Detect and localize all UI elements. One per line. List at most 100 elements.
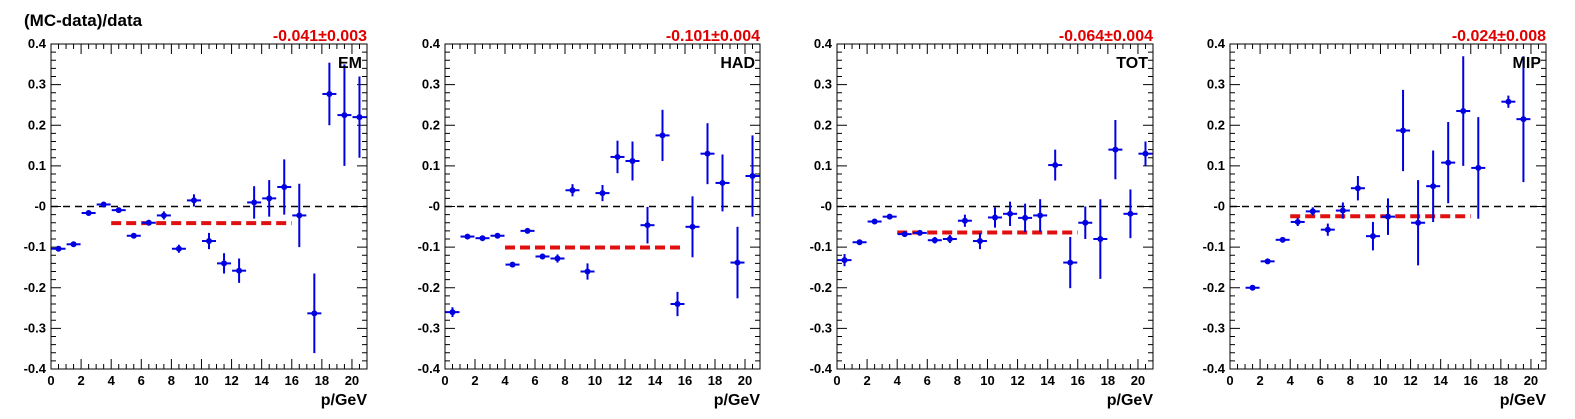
data-point: [655, 109, 670, 161]
y-tick-label: -0.2: [24, 280, 46, 295]
data-point: [460, 233, 475, 240]
marker: [1112, 146, 1119, 153]
data-point: [1411, 180, 1426, 266]
data-point: [745, 135, 760, 217]
data-point: [1260, 258, 1275, 265]
data-point: [1365, 221, 1380, 251]
data-point: [1138, 141, 1153, 166]
marker: [296, 212, 303, 219]
data-point: [670, 291, 685, 317]
x-tick-label: 18: [1494, 373, 1508, 388]
data-point: [897, 231, 912, 238]
data-point: [1335, 202, 1350, 219]
marker: [886, 213, 893, 220]
y-tick-label: 0.2: [422, 117, 440, 132]
marker: [1279, 236, 1286, 243]
marker: [946, 236, 953, 242]
data-point: [126, 232, 141, 239]
x-tick-label: 14: [648, 373, 663, 388]
data-point: [1501, 95, 1516, 108]
figure-title: (MC-data)/data: [24, 11, 143, 30]
marker: [1142, 150, 1149, 157]
fit-result-label: -0.101±0.004: [666, 28, 760, 45]
data-point: [1033, 199, 1048, 232]
y-tick-label: -0: [1213, 199, 1225, 214]
y-tick-label: 0.1: [1207, 158, 1225, 173]
data-point: [988, 207, 1002, 228]
x-tick-label: 0: [1226, 373, 1233, 388]
y-tick-label: 0.3: [422, 77, 440, 92]
fit-result-label: -0.041±0.003: [273, 28, 367, 45]
y-tick-label: -0: [34, 199, 46, 214]
y-tick-label: -0.4: [1203, 361, 1226, 376]
data-point: [51, 245, 66, 252]
x-tick-label: 0: [833, 373, 840, 388]
x-tick-label: 8: [168, 373, 175, 388]
data-point: [262, 180, 277, 217]
panel-tot: -0.4 -0.3 -0.2 -0.1 -0 0.1 0.2 0.3 0.4 0 2 4 6 8 10 12 1…: [810, 28, 1154, 409]
x-tick-label: 16: [285, 373, 299, 388]
data-point: [156, 211, 171, 220]
marker: [1052, 162, 1059, 169]
marker: [584, 268, 591, 275]
data-point: [232, 258, 247, 283]
marker: [1324, 226, 1331, 233]
x-tick-label: 14: [254, 373, 269, 388]
y-tick-label: -0.2: [1203, 280, 1225, 295]
marker: [1097, 236, 1104, 242]
marker: [614, 153, 621, 160]
marker: [115, 207, 122, 214]
data-point: [141, 219, 156, 226]
marker: [281, 184, 288, 190]
data-point: [912, 229, 927, 236]
marker: [311, 310, 318, 317]
data-point: [1245, 284, 1260, 291]
data-point: [1471, 117, 1486, 219]
marker: [494, 232, 501, 239]
y-tick-label: 0.2: [814, 117, 832, 132]
x-tick-label: 0: [47, 373, 54, 388]
marker: [85, 210, 92, 216]
data-point: [1093, 199, 1108, 279]
x-tick-label: 6: [138, 373, 145, 388]
marker: [160, 212, 167, 219]
marker: [190, 197, 197, 204]
data-point: [550, 254, 565, 263]
x-tick-label: 8: [561, 373, 568, 388]
marker: [539, 253, 546, 260]
x-tick-label: 4: [501, 373, 509, 388]
y-tick-label: 0.3: [814, 77, 832, 92]
y-tick-label: -0.1: [1203, 239, 1225, 254]
x-tick-label: 20: [1524, 373, 1538, 388]
marker: [464, 233, 471, 240]
y-tick-label: -0.2: [418, 280, 440, 295]
y-tick-label: 0.4: [422, 36, 441, 51]
marker: [145, 219, 152, 226]
data-point: [942, 234, 957, 244]
marker: [916, 229, 923, 236]
marker: [644, 222, 651, 229]
data-point: [927, 236, 942, 244]
x-tick-label: 10: [1373, 373, 1387, 388]
marker: [1445, 159, 1452, 166]
panel-had: -0.4 -0.3 -0.2 -0.1 -0 0.1 0.2 0.3 0.4 0 2 4 6 8 10 12 1…: [418, 28, 761, 409]
data-point: [1108, 119, 1123, 180]
x-tick-label: 20: [345, 373, 359, 388]
x-tick-label: 2: [77, 373, 84, 388]
x-tick-label: 16: [678, 373, 692, 388]
x-tick-label: 10: [194, 373, 208, 388]
marker: [1430, 183, 1437, 190]
data-point: [505, 261, 520, 268]
marker: [524, 227, 531, 234]
x-tick-label: 10: [980, 373, 994, 388]
data-point: [111, 207, 126, 214]
marker: [1505, 98, 1512, 105]
marker: [931, 237, 938, 244]
y-tick-label: -0.3: [1203, 320, 1225, 335]
data-point: [837, 254, 852, 267]
data-point: [81, 210, 96, 216]
data-point: [625, 141, 640, 181]
marker: [1294, 218, 1301, 225]
data-point: [882, 213, 897, 220]
data-point: [352, 76, 367, 158]
